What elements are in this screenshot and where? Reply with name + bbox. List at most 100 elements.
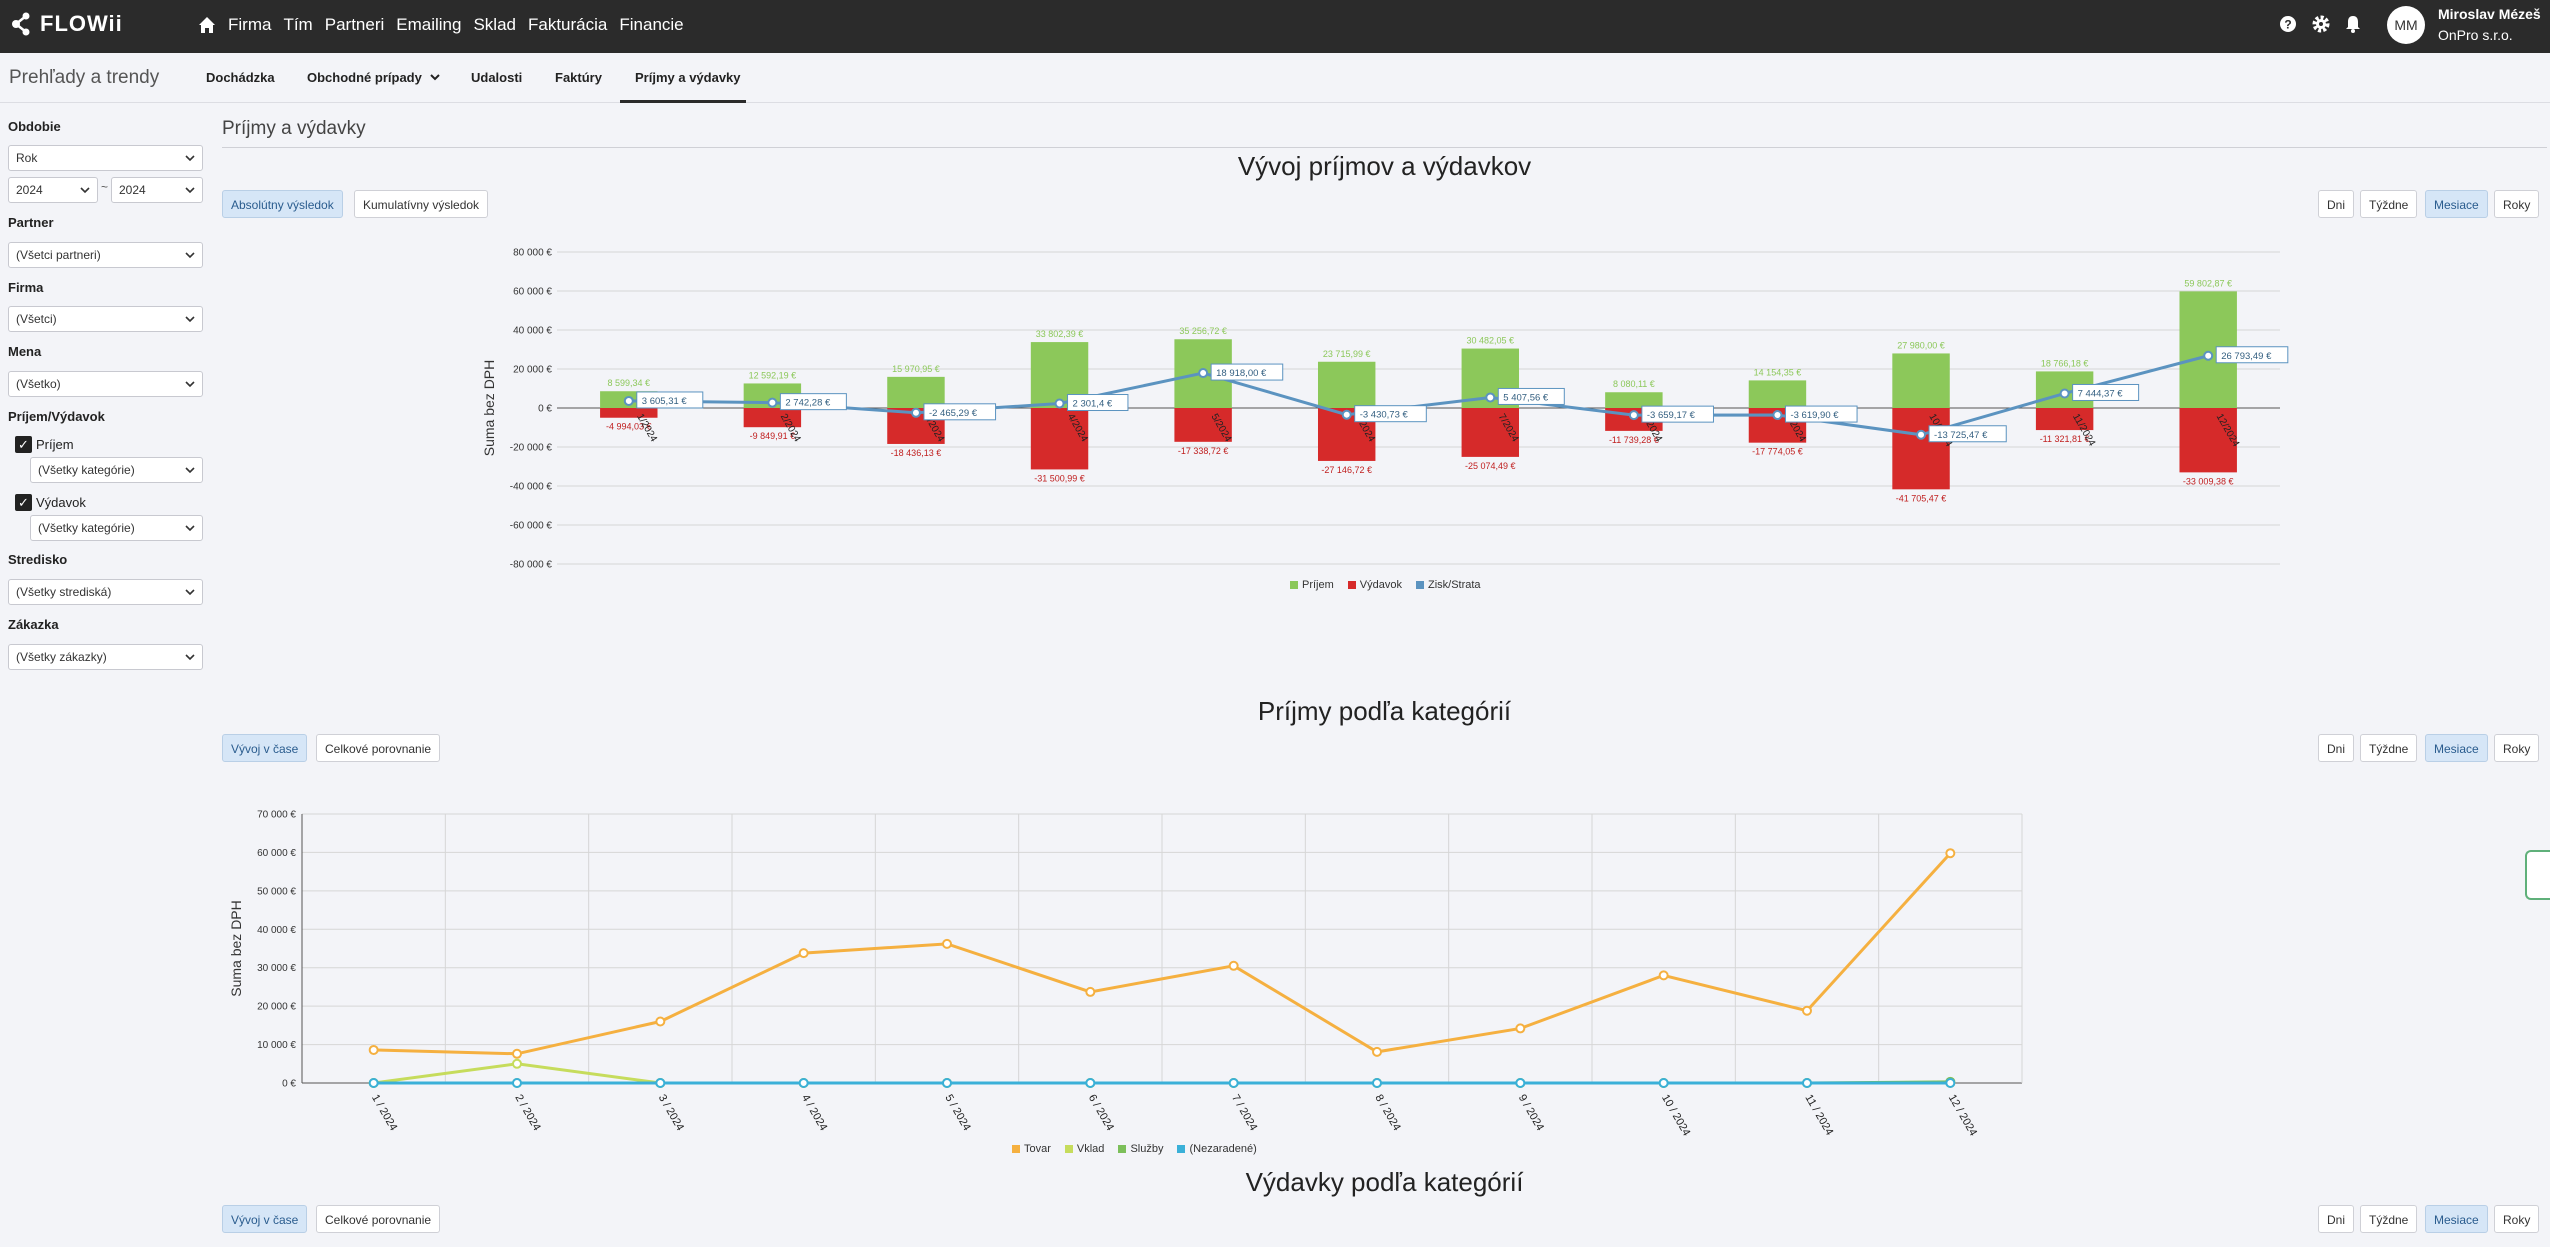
home-icon[interactable] (196, 14, 218, 36)
granularity-weeks-button[interactable]: Týždne (2360, 190, 2418, 218)
gear-icon[interactable] (2311, 14, 2331, 34)
tab-prijmy-a-vydavky[interactable]: Príjmy a výdavky (635, 70, 741, 85)
period-select[interactable]: Rok (8, 145, 203, 171)
legend-item-profit[interactable]: Zisk/Strata (1415, 579, 1481, 591)
profit-data-label: 26 793,49 € (2221, 351, 2272, 362)
y-tick-label: -80 000 € (510, 560, 553, 571)
nav-item-tim[interactable]: Tím (283, 15, 313, 34)
time-development-button[interactable]: Vývoj v čase (222, 734, 308, 762)
legend-label: Tovar (1024, 1143, 1051, 1155)
avatar[interactable]: MM (2387, 6, 2425, 44)
expense-bar (1030, 408, 1089, 470)
series-point-tovar (1515, 1023, 1526, 1034)
nav-item-emailing[interactable]: Emailing (396, 15, 462, 34)
income-bar (1892, 353, 1950, 408)
profit-label-box (779, 393, 847, 411)
absolute-result-button[interactable]: Absolútny výsledok (222, 190, 343, 218)
partner-label: Partner (8, 215, 54, 230)
granularity-months-button-2[interactable]: Mesiace (2425, 734, 2488, 762)
granularity-years-button[interactable]: Roky (2494, 190, 2540, 218)
tab-dochadzka[interactable]: Dochádzka (206, 70, 275, 85)
granularity-days-button[interactable]: Dni (2318, 190, 2355, 218)
granularity-days-button-2[interactable]: Dni (2318, 734, 2355, 762)
firm-label: Firma (8, 280, 44, 295)
expense-data-label: -4 994,03 € (606, 422, 652, 432)
expense-checkbox[interactable]: ✓ (15, 494, 32, 511)
income-expense-chart: Suma bez DPH 80 000 € 60 000 € 40 000 € 20 0… (481, 248, 2289, 571)
year-from-select[interactable]: 2024 (8, 177, 98, 203)
granularity-months-button-3[interactable]: Mesiace (2425, 1205, 2488, 1233)
y-tick-label: -40 000 € (510, 482, 553, 493)
income-checkbox[interactable]: ✓ (15, 436, 32, 453)
firm-value: (Všetci) (16, 312, 57, 326)
tab-obchodne-pripady[interactable]: Obchodné prípady (307, 70, 441, 85)
granularity-years-button-2[interactable]: Roky (2494, 734, 2540, 762)
legend-item-income[interactable]: Príjem (1290, 579, 1334, 591)
expense-data-label: -33 009,38 € (2183, 476, 2234, 486)
chart3-title: Výdavky podľa kategórií (1245, 1167, 1524, 1197)
partner-select[interactable]: (Všetci partneri) (8, 242, 203, 268)
series-point-nezaradene (942, 1078, 952, 1088)
y-tick-label: 80 000 € (513, 248, 552, 259)
legend-item-nezaradene[interactable]: (Nezaradené) (1177, 1143, 1257, 1155)
cumulative-result-button[interactable]: Kumulatívny výsledok (354, 190, 489, 218)
series-point-vklad (512, 1058, 522, 1069)
help-icon[interactable]: ? (2278, 14, 2298, 34)
series-point-tovar (1372, 1046, 1382, 1057)
nav-item-financie[interactable]: Financie (619, 15, 684, 34)
expense-bar (2035, 408, 2094, 431)
legend-label: Služby (1130, 1143, 1164, 1155)
series-point-nezaradene (1658, 1078, 1669, 1088)
overall-comparison-button-3[interactable]: Celkové porovnanie (316, 1205, 441, 1233)
legend-item-sluzby[interactable]: Služby (1118, 1143, 1163, 1155)
logo-text: FLOWii (40, 11, 123, 36)
nav-item-sklad[interactable]: Sklad (473, 15, 516, 34)
bell-icon[interactable] (2343, 14, 2363, 34)
center-select[interactable]: (Všetky strediská) (8, 579, 203, 605)
nav-item-partneri[interactable]: Partneri (324, 15, 385, 34)
income-category-select[interactable]: (Všetky kategórie) (30, 457, 203, 483)
granularity-years-button-3[interactable]: Roky (2494, 1205, 2540, 1233)
granularity-months-button[interactable]: Mesiace (2425, 190, 2488, 218)
expense-category-select[interactable]: (Všetky kategórie) (30, 515, 203, 541)
order-select[interactable]: (Všetky zákazky) (8, 644, 203, 670)
currency-select[interactable]: (Všetko) (8, 371, 203, 397)
profit-label-box (1641, 405, 1714, 423)
series-point-nezaradene (512, 1078, 522, 1088)
granularity-weeks-button-3[interactable]: Týždne (2360, 1205, 2418, 1233)
active-tab-indicator (620, 100, 746, 103)
nav-item-firma[interactable]: Firma (228, 15, 272, 34)
expense-bar (1174, 408, 1232, 442)
logo[interactable]: FLOWii (10, 10, 123, 38)
legend-item-tovar[interactable]: Tovar (1012, 1143, 1051, 1155)
year-to-value: 2024 (119, 183, 146, 197)
feedback-widget[interactable] (2525, 850, 2550, 900)
legend-item-expense[interactable]: Výdavok (1347, 579, 1402, 591)
tab-faktury[interactable]: Faktúry (555, 70, 602, 85)
profit-point (1628, 410, 1639, 421)
profit-data-label: 18 918,00 € (1216, 368, 1267, 379)
year-to-select[interactable]: 2024 (111, 177, 203, 203)
tab-udalosti[interactable]: Udalosti (471, 70, 523, 85)
chart2-legend: Tovar Vklad Služby (Nezaradené) (1012, 1143, 1257, 1155)
series-point-tovar (1658, 970, 1669, 981)
series-point-nezaradene (1085, 1078, 1096, 1088)
firm-select[interactable]: (Všetci) (8, 306, 203, 332)
granularity-weeks-button-2[interactable]: Týždne (2360, 734, 2418, 762)
profit-point (2059, 388, 2070, 399)
time-development-button-3[interactable]: Vývoj v čase (222, 1205, 308, 1233)
y-tick-label: -20 000 € (510, 443, 553, 454)
profit-data-label: 2 301,4 € (1073, 399, 1113, 410)
granularity-days-button-3[interactable]: Dni (2318, 1205, 2355, 1233)
nav-item-fakturacia[interactable]: Fakturácia (528, 15, 608, 34)
profit-point (1772, 410, 1783, 421)
expense-data-label: -18 436,13 € (891, 448, 942, 458)
expense-data-label: -31 500,99 € (1034, 473, 1085, 483)
overall-comparison-button[interactable]: Celkové porovnanie (316, 734, 441, 762)
x-tick-label: 1 / 2024 (369, 1093, 399, 1133)
user-name[interactable]: Miroslav Mézeš (2438, 6, 2541, 22)
legend-item-vklad[interactable]: Vklad (1064, 1143, 1104, 1155)
svg-text:?: ? (2284, 18, 2291, 32)
profit-point (2203, 350, 2214, 361)
chevron-down-icon (185, 654, 195, 661)
